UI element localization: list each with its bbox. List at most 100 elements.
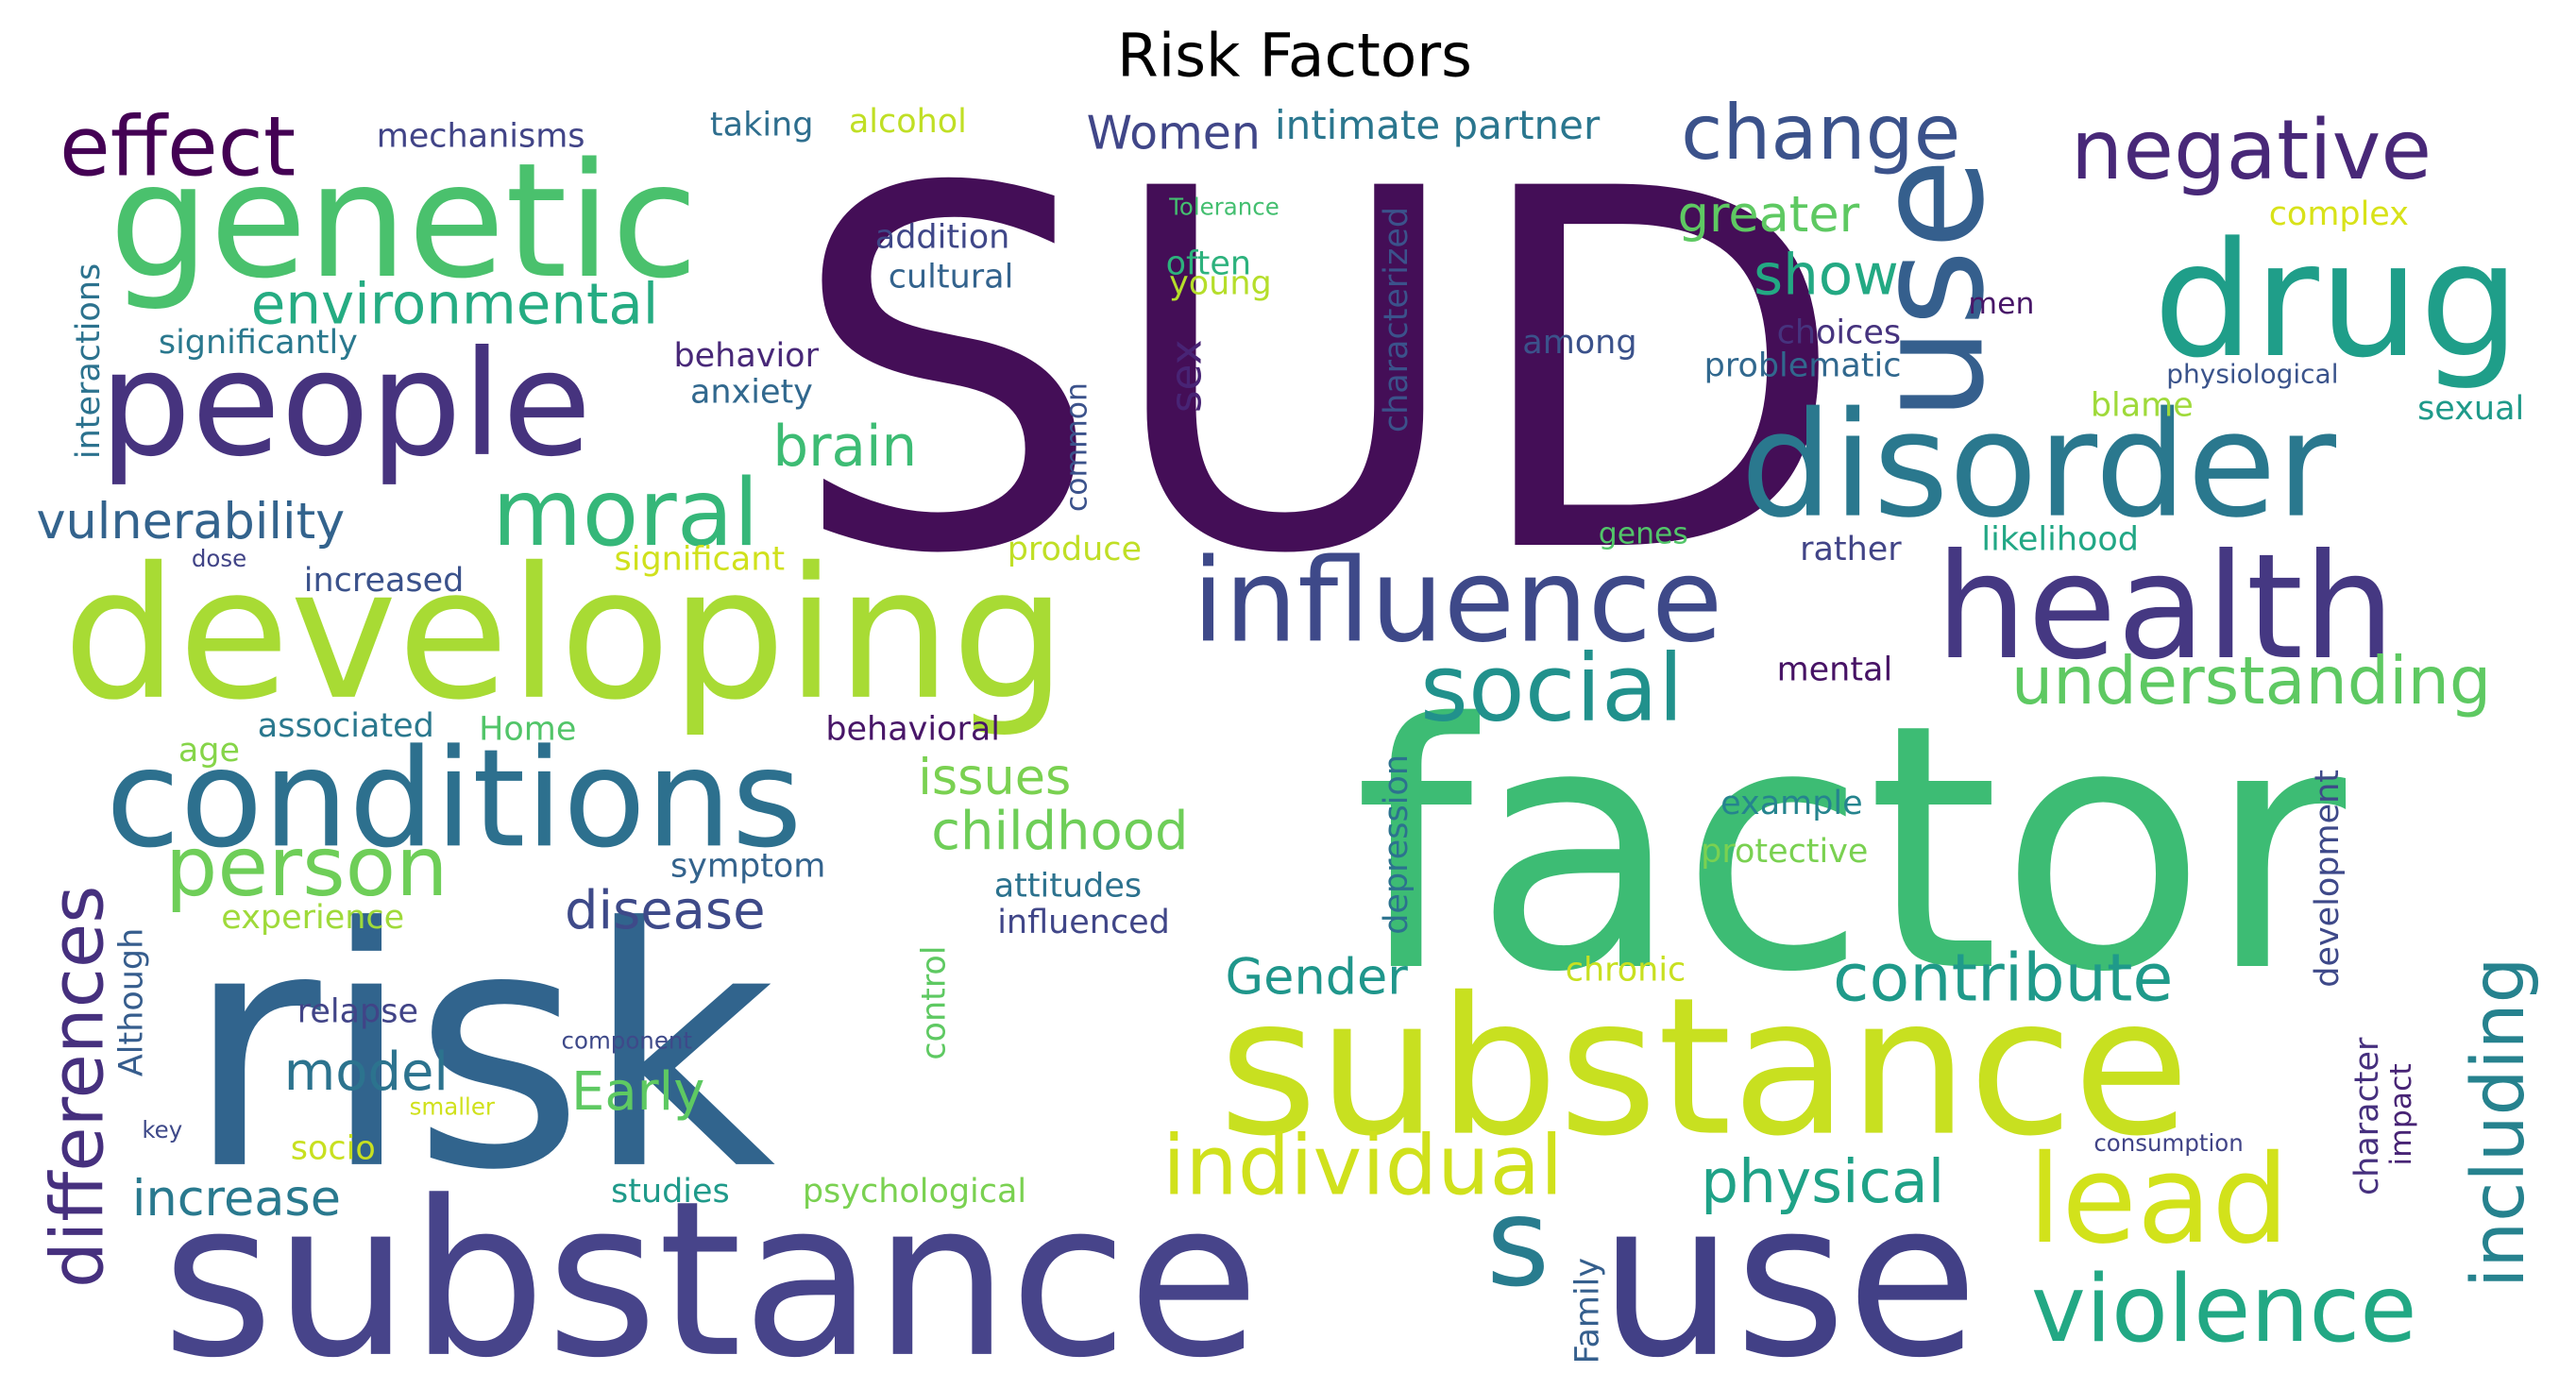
word-produce: produce [1008, 531, 1142, 568]
word-control: control [915, 945, 953, 1059]
word-individual: individual [1162, 1117, 1563, 1213]
word-effect: effect [59, 98, 296, 195]
word-change: change [1681, 88, 1960, 177]
word-psychological: psychological [803, 1173, 1026, 1211]
word-key: key [142, 1116, 182, 1143]
word-sexual: sexual [2417, 390, 2524, 428]
word-substance: substance [161, 1155, 1260, 1389]
word-environmental: environmental [251, 273, 658, 338]
word-development: development [2309, 770, 2347, 988]
word-protective: protective [1701, 833, 1868, 871]
word-understanding: understanding [2011, 643, 2491, 720]
word-sex: sex [1161, 339, 1211, 413]
word-greater: greater [1678, 186, 1860, 244]
word-problematic: problematic [1704, 347, 1902, 385]
word-significantly: significantly [159, 324, 358, 362]
word-violence: violence [2031, 1256, 2417, 1364]
word-including: including [2457, 957, 2541, 1288]
word-person: person [165, 819, 449, 915]
word-issues: issues [918, 749, 1071, 806]
word-disorder: disorder [1740, 381, 2337, 551]
word-substance: substance [1219, 957, 2190, 1178]
word-behavior: behavior [673, 337, 819, 375]
word-model: model [284, 1042, 449, 1103]
word-increase: increase [132, 1170, 341, 1228]
word-women: Women [1087, 106, 1261, 160]
word-developing: developing [62, 529, 1066, 740]
word-although: Although [112, 928, 150, 1076]
word-behavioral: behavioral [825, 710, 1000, 748]
word-use: use [1599, 1155, 1978, 1389]
word-disease: disease [565, 880, 765, 941]
word-childhood: childhood [931, 801, 1188, 862]
word-experience: experience [221, 899, 404, 937]
word-gender: Gender [1226, 949, 1409, 1007]
word-cultural: cultural [889, 258, 1013, 296]
word-intimate-partner: intimate partner [1275, 102, 1601, 148]
word-early: Early [571, 1061, 704, 1123]
word-home: Home [479, 710, 576, 748]
word-drug: drug [2153, 208, 2520, 393]
word-among: among [1522, 324, 1636, 362]
word-show: show [1754, 243, 1899, 308]
word-sud: SUD [789, 85, 1848, 662]
word-vulnerability: vulnerability [36, 493, 345, 551]
word-health: health [1935, 523, 2395, 692]
word-addition: addition [875, 218, 1010, 256]
word-component: component [562, 1026, 693, 1054]
word-socio: socio [291, 1130, 376, 1168]
word-lead: lead [2027, 1128, 2289, 1271]
word-consumption: consumption [2093, 1129, 2243, 1157]
word-alcohol: alcohol [849, 103, 967, 141]
word-relapse: relapse [297, 992, 418, 1030]
word-genetic: genetic [109, 128, 698, 313]
word-mental: mental [1777, 651, 1893, 688]
word-conditions: conditions [106, 720, 803, 877]
word-choices: choices [1777, 314, 1901, 352]
word-men: men [1968, 287, 2034, 321]
word-attitudes: attitudes [994, 868, 1142, 906]
chart-title: Risk Factors [1117, 21, 1472, 90]
word-character: character [2348, 1037, 2386, 1195]
word-depression: depression [1378, 754, 1415, 935]
word-complex: complex [2269, 195, 2409, 233]
word-genes: genes [1599, 517, 1688, 551]
word-interactions: interactions [70, 263, 108, 459]
word-impact: impact [2384, 1063, 2418, 1165]
word-influenced: influenced [997, 904, 1170, 941]
word-physical: physical [1701, 1147, 1944, 1216]
word-social: social [1420, 635, 1684, 742]
word-factor: factor [1354, 652, 2349, 1046]
word-s: s [1486, 1171, 1550, 1313]
word-smaller: smaller [410, 1093, 496, 1120]
word-contribute: contribute [1833, 940, 2173, 1017]
word-use: use [1844, 158, 2017, 421]
word-brain: brain [772, 415, 917, 480]
word-chronic: chronic [1566, 952, 1686, 990]
word-example: example [1720, 785, 1863, 822]
word-moral: moral [492, 460, 759, 567]
word-tolerance: Tolerance [1168, 193, 1280, 220]
word-family: Family [1569, 1258, 1607, 1364]
word-taking: taking [710, 106, 813, 144]
word-dose: dose [192, 545, 246, 572]
word-studies: studies [611, 1173, 730, 1211]
word-risk: risk [185, 858, 776, 1243]
word-differences: differences [36, 886, 120, 1288]
word-rather: rather [1800, 531, 1902, 568]
word-physiological: physiological [2166, 359, 2338, 390]
word-associated: associated [258, 707, 434, 745]
word-characterized: characterized [1378, 207, 1415, 432]
word-often: often [1166, 245, 1251, 282]
word-significant: significant [615, 540, 786, 578]
word-likelihood: likelihood [1981, 520, 2139, 558]
word-young: young [1169, 264, 1272, 302]
word-influence: influence [1193, 533, 1723, 668]
word-negative: negative [2071, 102, 2432, 198]
word-people: people [99, 320, 592, 489]
word-blame: blame [2091, 387, 2194, 425]
word-increased: increased [304, 562, 465, 600]
